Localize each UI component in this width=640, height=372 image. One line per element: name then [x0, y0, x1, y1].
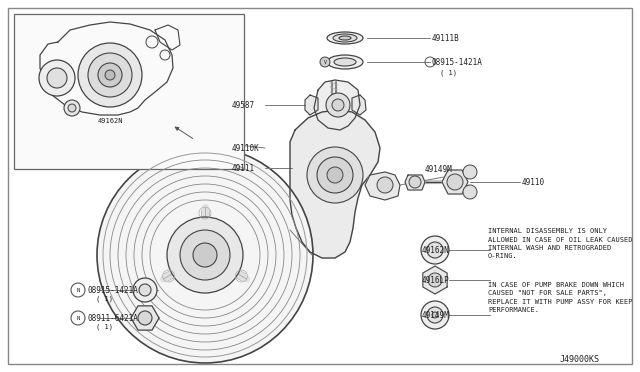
- Circle shape: [105, 70, 115, 80]
- Text: 49110: 49110: [522, 178, 545, 187]
- Polygon shape: [365, 172, 400, 200]
- Ellipse shape: [333, 34, 357, 42]
- Circle shape: [78, 43, 142, 107]
- Circle shape: [421, 236, 449, 264]
- Polygon shape: [290, 110, 380, 258]
- Circle shape: [421, 301, 449, 329]
- Text: INTERNAL DISASSEMBLY IS ONLY
ALLOWED IN CASE OF OIL LEAK CAUSED
INTERNAL WASH AN: INTERNAL DISASSEMBLY IS ONLY ALLOWED IN …: [488, 228, 632, 260]
- Circle shape: [39, 60, 75, 96]
- Circle shape: [409, 176, 421, 188]
- Ellipse shape: [339, 36, 351, 40]
- Text: ( 1): ( 1): [96, 324, 113, 330]
- Circle shape: [463, 165, 477, 179]
- Text: N: N: [76, 288, 79, 292]
- Text: IN CASE OF PUMP BRAKE DOWN WHICH
CAUSED "NOT FOR SALE PARTS",
REPLACE IT WITH PU: IN CASE OF PUMP BRAKE DOWN WHICH CAUSED …: [488, 282, 632, 314]
- Circle shape: [332, 99, 344, 111]
- Text: 49110K: 49110K: [232, 144, 260, 153]
- Text: J49000KS: J49000KS: [560, 355, 600, 364]
- Ellipse shape: [334, 58, 356, 66]
- Circle shape: [427, 307, 443, 323]
- Text: V: V: [324, 60, 326, 64]
- Polygon shape: [405, 175, 425, 190]
- Text: 49149M: 49149M: [425, 165, 452, 174]
- Text: 08915-1421A: 08915-1421A: [432, 58, 483, 67]
- Circle shape: [326, 93, 350, 117]
- Text: N: N: [76, 315, 79, 321]
- Text: ( 1): ( 1): [440, 69, 457, 76]
- Circle shape: [167, 217, 243, 293]
- Circle shape: [180, 230, 230, 280]
- Polygon shape: [314, 80, 360, 130]
- Circle shape: [193, 243, 217, 267]
- Circle shape: [139, 284, 151, 296]
- Text: 49587: 49587: [232, 101, 255, 110]
- Polygon shape: [423, 266, 447, 294]
- Circle shape: [428, 273, 442, 287]
- Circle shape: [68, 104, 76, 112]
- Circle shape: [327, 167, 343, 183]
- Polygon shape: [442, 170, 468, 194]
- Circle shape: [133, 278, 157, 302]
- Ellipse shape: [327, 55, 363, 69]
- Polygon shape: [40, 22, 173, 115]
- Circle shape: [98, 63, 122, 87]
- Text: 08915-1421A: 08915-1421A: [88, 286, 139, 295]
- Polygon shape: [131, 306, 159, 330]
- Text: 49111: 49111: [232, 164, 255, 173]
- Text: 4916LP: 4916LP: [422, 276, 450, 285]
- Circle shape: [463, 185, 477, 199]
- Circle shape: [320, 57, 330, 67]
- Circle shape: [307, 147, 363, 203]
- Text: 49162N: 49162N: [422, 246, 450, 255]
- Circle shape: [317, 157, 353, 193]
- Polygon shape: [352, 95, 366, 115]
- Circle shape: [88, 53, 132, 97]
- Polygon shape: [155, 25, 180, 50]
- Circle shape: [427, 242, 443, 258]
- Circle shape: [447, 174, 463, 190]
- Circle shape: [138, 311, 152, 325]
- Text: 49111B: 49111B: [432, 34, 460, 43]
- Text: 49162N: 49162N: [98, 118, 124, 124]
- Circle shape: [432, 312, 438, 318]
- Circle shape: [47, 68, 67, 88]
- Text: ( 1): ( 1): [96, 296, 113, 302]
- Text: 08911-6421A: 08911-6421A: [88, 314, 139, 323]
- Circle shape: [377, 177, 393, 193]
- Bar: [14, 14, 244, 169]
- Text: 49149M: 49149M: [422, 311, 450, 320]
- Ellipse shape: [327, 32, 363, 44]
- Circle shape: [97, 147, 313, 363]
- Circle shape: [64, 100, 80, 116]
- Polygon shape: [305, 95, 318, 115]
